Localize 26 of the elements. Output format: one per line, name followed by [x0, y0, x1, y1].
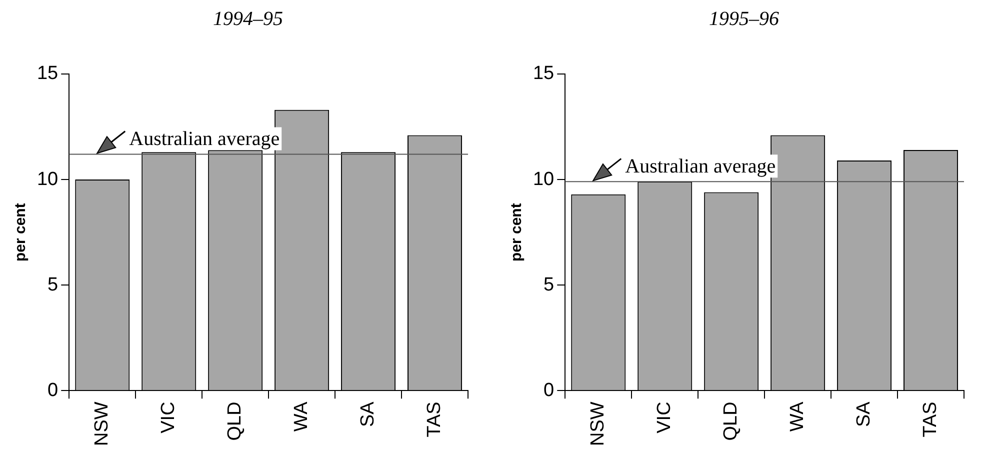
y-tick-label: 15 — [532, 63, 554, 84]
x-tick-label: SA — [854, 401, 875, 428]
y-axis-title: per cent — [12, 203, 30, 262]
x-tick-label: NSW — [92, 402, 113, 446]
x-tick-label: WA — [291, 401, 312, 432]
chart-title: 1994–95 — [212, 8, 284, 32]
ref-line-label: Australian average — [625, 156, 776, 178]
x-tick-label: QLD — [720, 402, 742, 441]
y-tick-label: 5 — [544, 274, 554, 296]
x-tick-label: TAS — [920, 402, 941, 438]
ref-line-label: Australian average — [129, 128, 280, 150]
y-tick-label: 5 — [48, 274, 58, 296]
x-tick-label: NSW — [588, 402, 609, 446]
y-tick-label: 0 — [544, 380, 554, 401]
x-tick-label: QLD — [224, 402, 246, 441]
y-tick-label: 0 — [48, 380, 58, 401]
y-tick-label: 10 — [36, 168, 58, 190]
x-tick-label: TAS — [424, 402, 445, 438]
y-tick-label: 15 — [36, 63, 58, 84]
x-tick-label: VIC — [654, 402, 676, 434]
y-axis-title: per cent — [508, 203, 526, 262]
x-tick-label: WA — [787, 401, 808, 432]
x-tick-label: VIC — [158, 402, 180, 434]
chart-title: 1995–96 — [708, 8, 780, 32]
y-tick-label: 10 — [532, 168, 554, 190]
x-tick-label: SA — [358, 401, 379, 428]
